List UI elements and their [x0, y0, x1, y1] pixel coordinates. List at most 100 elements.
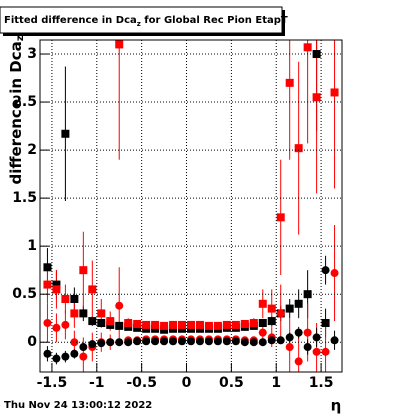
point — [88, 340, 97, 349]
point — [330, 336, 339, 345]
point — [106, 338, 115, 347]
point — [330, 88, 339, 97]
point — [142, 337, 151, 346]
y-tick-label: 2.5 — [12, 94, 37, 110]
x-tick-label: 0.5 — [219, 375, 244, 391]
data-layer — [43, 40, 339, 372]
point — [115, 338, 124, 347]
point — [312, 347, 321, 356]
point — [204, 321, 213, 330]
point — [222, 337, 231, 346]
point — [97, 319, 106, 328]
point — [294, 328, 303, 337]
point — [61, 129, 70, 138]
point — [231, 337, 240, 346]
point — [294, 299, 303, 308]
x-tick-label: 1 — [271, 375, 281, 391]
x-tick-label: -0.5 — [126, 375, 157, 391]
point — [276, 336, 285, 345]
point — [88, 285, 97, 294]
point — [240, 319, 249, 328]
y-tick-label: 2 — [27, 142, 37, 158]
point — [267, 317, 276, 326]
point — [267, 336, 276, 345]
point — [195, 337, 204, 346]
point — [330, 269, 339, 278]
point — [213, 321, 222, 330]
y-tick-label: 1 — [27, 238, 37, 254]
point — [97, 309, 106, 318]
x-axis-label: η — [331, 397, 342, 414]
point — [321, 266, 330, 275]
point — [133, 319, 142, 328]
point — [294, 357, 303, 366]
point — [79, 352, 88, 361]
point — [151, 320, 160, 329]
point — [79, 266, 88, 275]
point — [52, 354, 61, 363]
point — [258, 299, 267, 308]
x-tick-label: 1.5 — [309, 375, 334, 391]
x-tick-label: -1 — [89, 375, 105, 391]
point — [43, 263, 52, 272]
point — [43, 280, 52, 289]
point — [151, 337, 160, 346]
point — [285, 333, 294, 342]
point — [222, 320, 231, 329]
chart-title: Fitted difference in Dcaz for Global Rec… — [4, 15, 288, 28]
point — [276, 213, 285, 222]
point — [115, 40, 124, 49]
point — [303, 343, 312, 352]
point — [321, 319, 330, 328]
title-box — [0, 6, 283, 34]
point — [43, 349, 52, 358]
point — [97, 339, 106, 348]
point — [312, 333, 321, 342]
point — [276, 309, 285, 318]
y-axis-label: difference in Dcaz — [7, 35, 27, 184]
point — [124, 338, 133, 347]
point — [249, 319, 258, 328]
point — [321, 347, 330, 356]
point — [70, 294, 79, 303]
frame — [39, 39, 343, 373]
y-tick-label: 0 — [27, 334, 37, 350]
x-tick-label: 0 — [182, 375, 192, 391]
point — [79, 343, 88, 352]
point — [178, 320, 187, 329]
point — [187, 320, 195, 329]
point — [285, 343, 294, 352]
point — [106, 317, 115, 326]
point — [303, 328, 312, 337]
point — [160, 321, 169, 330]
point — [195, 320, 204, 329]
point — [133, 337, 142, 346]
footer-date: Thu Nov 24 13:00:12 2022 — [4, 400, 152, 411]
point — [258, 319, 267, 328]
point — [169, 337, 178, 346]
point — [178, 337, 187, 346]
point — [142, 320, 151, 329]
point — [267, 304, 276, 313]
point — [52, 285, 61, 294]
y-tick-label: 0.5 — [12, 286, 37, 302]
point — [115, 321, 124, 330]
point — [79, 309, 88, 318]
point — [160, 337, 169, 346]
y-tick-label: 1.5 — [12, 190, 37, 206]
point — [61, 352, 70, 361]
point — [187, 337, 195, 346]
point — [43, 319, 52, 328]
point — [70, 338, 79, 347]
plot-area — [43, 40, 339, 372]
point — [213, 337, 222, 346]
x-tick-label: -1.5 — [37, 375, 68, 391]
point — [61, 294, 70, 303]
point — [88, 317, 97, 326]
point — [294, 144, 303, 153]
point — [303, 43, 312, 52]
point — [70, 349, 79, 358]
point — [52, 323, 61, 332]
point — [204, 337, 213, 346]
point — [285, 304, 294, 313]
